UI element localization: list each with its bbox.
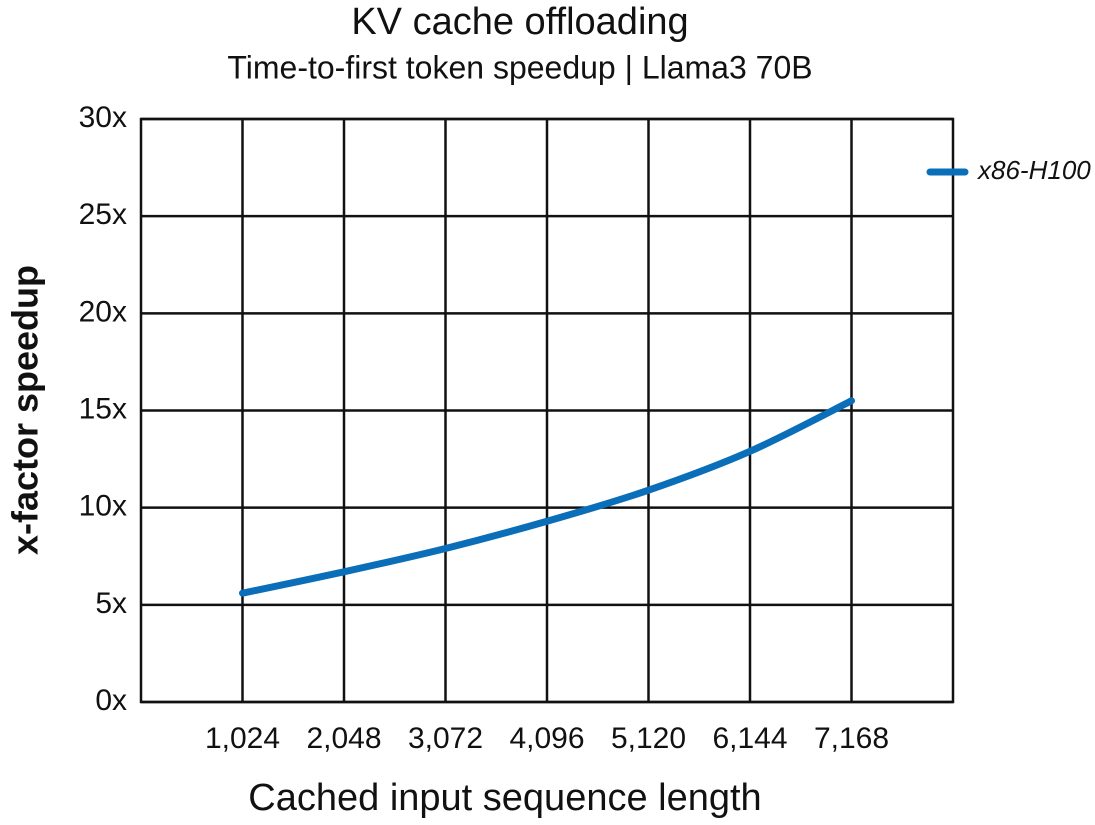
x-tick-label: 4,096	[509, 722, 584, 755]
chart-title: KV cache offloading	[351, 1, 688, 43]
chart-subtitle: Time-to-first token speedup | Llama3 70B	[227, 49, 812, 85]
x-tick-label: 1,024	[205, 722, 280, 755]
y-tick-label: 10x	[79, 490, 127, 523]
data-line	[239, 397, 855, 597]
y-tick-label: 15x	[79, 392, 127, 425]
y-tick-label: 5x	[95, 587, 127, 620]
x-axis-label: Cached input sequence length	[248, 777, 761, 819]
x-tick-label: 3,072	[408, 722, 483, 755]
y-tick-label: 0x	[95, 684, 127, 717]
x-tick-label: 2,048	[306, 722, 381, 755]
y-tick-label: 20x	[79, 295, 127, 328]
x-tick-label: 5,120	[611, 722, 686, 755]
y-tick-label: 30x	[79, 101, 127, 134]
legend-label: x86-H100	[976, 155, 1091, 185]
y-axis-label: x-factor speedup	[5, 265, 46, 555]
x-tick-label: 7,168	[814, 722, 889, 755]
y-tick-label: 25x	[79, 198, 127, 231]
x-tick-label: 6,144	[712, 722, 787, 755]
